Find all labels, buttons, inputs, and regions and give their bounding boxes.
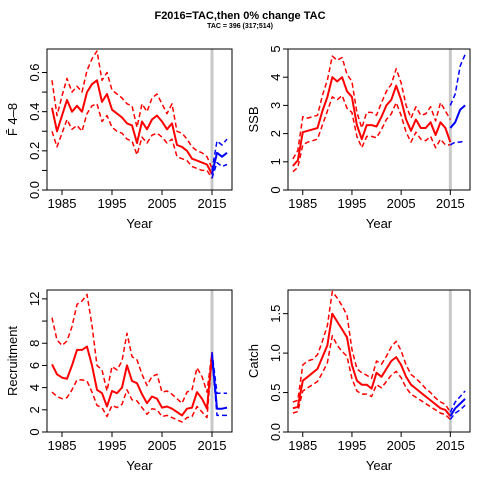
y-tick-label: 2 (268, 130, 283, 137)
x-tick-label: 1995 (98, 438, 127, 453)
projection-estimate-line (211, 354, 228, 410)
page-subtitle: TAC = 396 (317;514) (207, 23, 273, 30)
x-tick-label: 2005 (148, 438, 177, 453)
x-tick-label: 1995 (337, 196, 366, 211)
y-tick-label: 0.5 (268, 384, 283, 402)
history-upper-line (51, 293, 213, 404)
plot-frame (287, 289, 471, 433)
x-tick-label: 2015 (198, 196, 227, 211)
y-tick-label: 0.0 (268, 423, 283, 441)
panel-catch: 1985 1995 2005 2015 0.0 0.5 1.0 1.5 Year Catch (246, 289, 471, 473)
projection-estimate-line (449, 398, 466, 417)
history-estimate-line (292, 76, 452, 167)
projection-lower-line (211, 161, 228, 179)
x-axis-label: Year (126, 216, 153, 231)
projection-upper-line (449, 54, 466, 106)
panel-ssb: 1985 1995 2005 2015 0 1 2 3 4 5 Year SSB (246, 45, 471, 231)
x-tick-label: 2005 (387, 438, 416, 453)
x-tick-label: 2015 (198, 438, 227, 453)
y-tick-label: 0.6 (27, 63, 42, 81)
projection-lower-line (449, 404, 466, 420)
x-tick-label: 2015 (436, 438, 465, 453)
y-tick-label: 2 (27, 406, 42, 413)
plot-frame (46, 48, 233, 191)
history-estimate-line (292, 312, 452, 417)
x-tick-label: 2005 (387, 196, 416, 211)
y-axis-label: SSB (246, 106, 261, 132)
x-tick-label: 1985 (48, 196, 77, 211)
plot-frame (287, 48, 471, 191)
y-tick-label: 0 (27, 428, 42, 435)
history-lower-line (51, 356, 213, 423)
x-tick-label: 1985 (48, 438, 77, 453)
x-axis-label: Year (126, 458, 153, 473)
projection-lower-line (211, 356, 227, 417)
y-tick-label: 1.0 (268, 344, 283, 362)
y-axis-label: F̄ 4–8 (5, 103, 20, 136)
history-lower-line (292, 94, 451, 173)
x-tick-label: 1995 (337, 438, 366, 453)
history-upper-line (292, 55, 451, 160)
projection-upper-line (211, 138, 228, 171)
y-tick-label: 4 (268, 74, 283, 81)
history-lower-line (51, 103, 213, 179)
y-tick-label: 5 (268, 45, 283, 52)
panel-f-bar: 1985 1995 2005 2015 0.0 0.2 0.4 0.6 Year F̄ 4–8 (5, 48, 233, 231)
page-title: F2016=TAC,then 0% change TAC (154, 10, 326, 22)
plot-frame (46, 289, 233, 433)
y-tick-label: 0.2 (27, 142, 42, 160)
history-upper-line (51, 50, 213, 169)
y-tick-label: 0.4 (27, 103, 42, 121)
panel-recruitment: 1985 1995 2005 2015 0 2 4 6 8 12 Year Recruitment (5, 289, 233, 473)
projection-estimate-line (211, 151, 228, 175)
y-tick-label: 1.5 (268, 305, 283, 323)
x-axis-label: Year (366, 216, 393, 231)
history-estimate-line (51, 345, 213, 417)
x-tick-label: 1985 (288, 438, 317, 453)
y-tick-label: 1 (268, 158, 283, 165)
x-tick-label: 2005 (148, 196, 177, 211)
x-tick-label: 2015 (436, 196, 465, 211)
x-tick-label: 1985 (288, 196, 317, 211)
y-tick-label: 6 (27, 362, 42, 369)
x-tick-label: 1995 (98, 196, 127, 211)
history-estimate-line (51, 79, 213, 175)
y-tick-label: 0 (268, 186, 283, 193)
history-upper-line (292, 290, 451, 413)
y-tick-label: 0.0 (27, 181, 42, 199)
history-lower-line (292, 335, 451, 420)
y-tick-label: 3 (268, 102, 283, 109)
y-tick-label: 8 (27, 340, 42, 347)
y-tick-label: 4 (27, 384, 42, 391)
projection-lower-line (449, 139, 466, 146)
y-tick-label: 12 (27, 292, 42, 306)
y-axis-label: Catch (246, 344, 261, 378)
projection-estimate-line (449, 104, 466, 129)
x-axis-label: Year (366, 458, 393, 473)
y-axis-label: Recruitment (5, 326, 20, 396)
